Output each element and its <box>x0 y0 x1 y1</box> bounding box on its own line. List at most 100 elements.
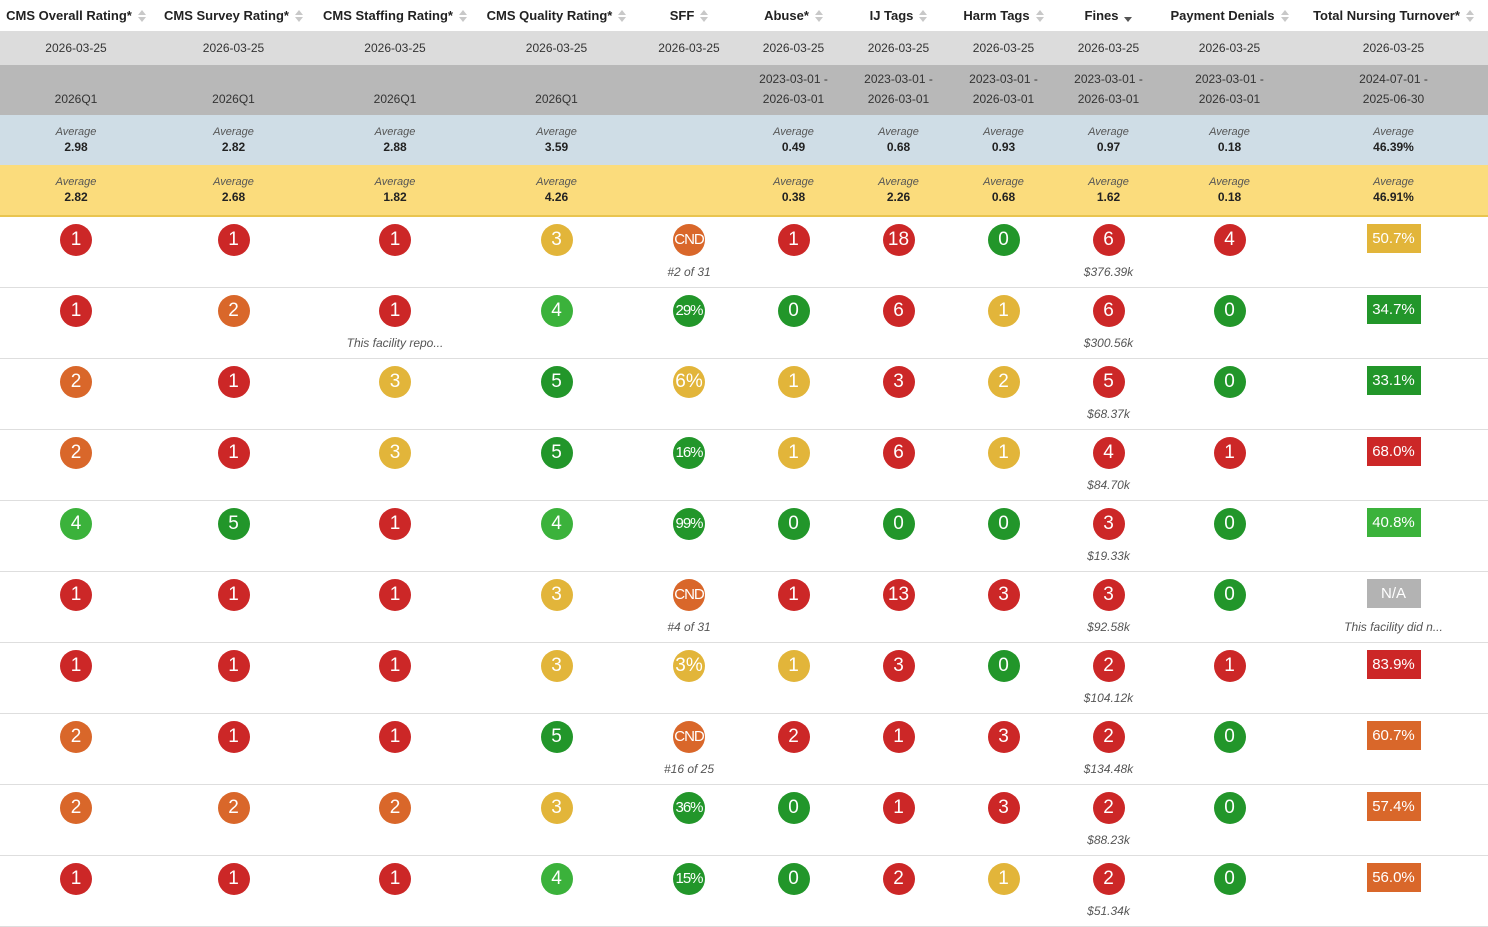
rating-badge[interactable]: 3 <box>1092 579 1125 611</box>
rating-badge[interactable]: 1 <box>217 579 250 611</box>
rating-badge[interactable]: 1 <box>379 579 411 611</box>
sort-icon[interactable] <box>700 9 709 23</box>
table-row[interactable]: 1 1 1 4 15% 0 2 1 2 $51.34k 0 56.0% <box>0 855 1488 927</box>
sort-icon[interactable] <box>618 9 627 23</box>
rating-badge[interactable]: 1 <box>379 224 411 256</box>
rating-badge[interactable]: 1 <box>987 295 1020 327</box>
rating-badge[interactable]: 2 <box>1092 792 1125 824</box>
rating-badge[interactable]: 1 <box>777 224 810 256</box>
rating-badge[interactable]: 3 <box>540 650 573 682</box>
turnover-badge[interactable]: 57.4% <box>1366 792 1421 821</box>
rating-badge[interactable]: 0 <box>987 224 1020 256</box>
rating-badge[interactable]: 0 <box>987 650 1020 682</box>
rating-badge[interactable]: 1 <box>987 437 1020 469</box>
rating-badge[interactable]: 2 <box>1092 650 1125 682</box>
rating-badge[interactable]: 16% <box>673 437 705 469</box>
column-header-total-nursing-turnover[interactable]: Total Nursing Turnover* <box>1299 0 1488 31</box>
column-header-ij-tags[interactable]: IJ Tags <box>847 0 950 31</box>
rating-badge[interactable]: 0 <box>1213 792 1246 824</box>
rating-badge[interactable]: 4 <box>540 863 573 895</box>
rating-badge[interactable]: 3 <box>987 792 1020 824</box>
rating-badge[interactable]: 2 <box>60 366 92 398</box>
rating-badge[interactable]: 2 <box>60 721 92 753</box>
rating-badge[interactable]: 1 <box>217 437 250 469</box>
rating-badge[interactable]: 0 <box>1213 508 1246 540</box>
rating-badge[interactable]: 2 <box>217 792 250 824</box>
rating-badge[interactable]: 0 <box>1213 721 1246 753</box>
rating-badge[interactable]: 1 <box>60 650 92 682</box>
column-header-fines[interactable]: Fines <box>1057 0 1160 31</box>
rating-badge[interactable]: 1 <box>379 295 411 327</box>
sort-icon[interactable] <box>137 9 146 23</box>
rating-badge[interactable]: 1 <box>777 437 810 469</box>
sort-icon[interactable] <box>919 9 928 23</box>
rating-badge[interactable]: 2 <box>777 721 810 753</box>
rating-badge[interactable]: 29% <box>673 295 705 327</box>
rating-badge[interactable]: 3 <box>987 721 1020 753</box>
rating-badge[interactable]: 6 <box>882 437 915 469</box>
table-row[interactable]: 2 1 3 5 6% 1 3 2 5 $68.37k 0 33.1% <box>0 358 1488 430</box>
turnover-badge[interactable]: N/A <box>1366 579 1421 608</box>
rating-badge[interactable]: 3 <box>379 437 411 469</box>
rating-badge[interactable]: 4 <box>60 508 92 540</box>
rating-badge[interactable]: 1 <box>60 863 92 895</box>
rating-badge[interactable]: 0 <box>1213 295 1246 327</box>
column-header-cms-survey-rating[interactable]: CMS Survey Rating* <box>152 0 315 31</box>
rating-badge[interactable]: 6 <box>1092 295 1125 327</box>
rating-badge[interactable]: 1 <box>379 650 411 682</box>
sort-icon[interactable] <box>1035 9 1044 23</box>
rating-badge[interactable]: 5 <box>540 366 573 398</box>
rating-badge[interactable]: 0 <box>777 863 810 895</box>
rating-badge[interactable]: CND <box>673 721 705 753</box>
rating-badge[interactable]: 2 <box>60 792 92 824</box>
rating-badge[interactable]: 1 <box>60 579 92 611</box>
rating-badge[interactable]: 5 <box>540 437 573 469</box>
rating-badge[interactable]: 1 <box>777 579 810 611</box>
column-header-cms-quality-rating[interactable]: CMS Quality Rating* <box>475 0 638 31</box>
rating-badge[interactable]: 3 <box>882 650 915 682</box>
rating-badge[interactable]: 3 <box>882 366 915 398</box>
rating-badge[interactable]: 1 <box>379 508 411 540</box>
rating-badge[interactable]: 1 <box>777 650 810 682</box>
rating-badge[interactable]: 3 <box>1092 508 1125 540</box>
rating-badge[interactable]: 18 <box>882 224 915 256</box>
rating-badge[interactable]: 0 <box>1213 579 1246 611</box>
rating-badge[interactable]: 1 <box>217 366 250 398</box>
rating-badge[interactable]: 3 <box>540 792 573 824</box>
table-row[interactable]: 1 1 1 3 3% 1 3 0 2 $104.12k 1 83.9% <box>0 642 1488 714</box>
rating-badge[interactable]: 4 <box>1092 437 1125 469</box>
rating-badge[interactable]: 13 <box>882 579 915 611</box>
sort-icon[interactable] <box>294 9 303 23</box>
rating-badge[interactable]: 3 <box>987 579 1020 611</box>
rating-badge[interactable]: 3 <box>540 224 573 256</box>
rating-badge[interactable]: 2 <box>217 295 250 327</box>
rating-badge[interactable]: 15% <box>673 863 705 895</box>
rating-badge[interactable]: 1 <box>1213 437 1246 469</box>
rating-badge[interactable]: 2 <box>987 366 1020 398</box>
sort-icon[interactable] <box>814 9 823 23</box>
turnover-badge[interactable]: 40.8% <box>1366 508 1421 537</box>
rating-badge[interactable]: 0 <box>1213 863 1246 895</box>
table-row[interactable]: 2 2 2 3 36% 0 1 3 2 $88.23k 0 57.4% <box>0 784 1488 856</box>
rating-badge[interactable]: 3 <box>379 366 411 398</box>
rating-badge[interactable]: 1 <box>882 721 915 753</box>
rating-badge[interactable]: 1 <box>379 721 411 753</box>
rating-badge[interactable]: 3 <box>540 579 573 611</box>
table-row[interactable]: 1 1 1 3 CND #4 of 31 1 13 3 3 $92.58k 0 N/A This faci… <box>0 571 1488 643</box>
rating-badge[interactable]: 99% <box>673 508 705 540</box>
rating-badge[interactable]: 1 <box>882 792 915 824</box>
turnover-badge[interactable]: 60.7% <box>1366 721 1421 750</box>
turnover-badge[interactable]: 34.7% <box>1366 295 1421 324</box>
rating-badge[interactable]: CND <box>673 224 705 256</box>
rating-badge[interactable]: 1 <box>777 366 810 398</box>
column-header-sff[interactable]: SFF <box>638 0 740 31</box>
column-header-cms-overall-rating[interactable]: CMS Overall Rating* <box>0 0 152 31</box>
rating-badge[interactable]: 0 <box>777 295 810 327</box>
rating-badge[interactable]: 5 <box>540 721 573 753</box>
rating-badge[interactable]: 0 <box>777 508 810 540</box>
turnover-badge[interactable]: 33.1% <box>1366 366 1421 395</box>
rating-badge[interactable]: 0 <box>777 792 810 824</box>
rating-badge[interactable]: 0 <box>882 508 915 540</box>
column-header-payment-denials[interactable]: Payment Denials <box>1160 0 1299 31</box>
rating-badge[interactable]: 5 <box>217 508 250 540</box>
